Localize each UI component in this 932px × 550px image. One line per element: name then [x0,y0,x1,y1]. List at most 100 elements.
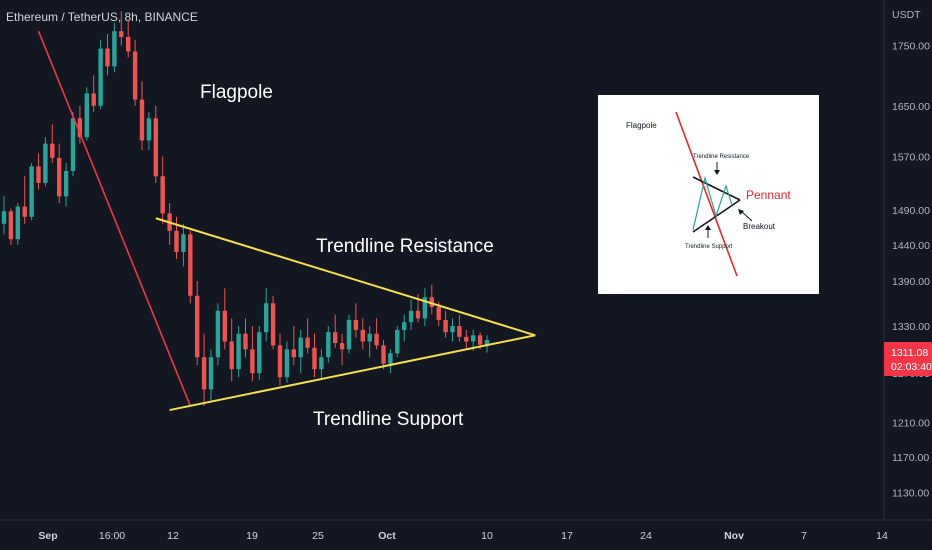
candle [298,329,303,374]
flagpole-label: Flagpole [200,82,273,103]
last-price-value: 1311.08 [891,347,928,359]
candle [146,111,152,151]
time-tick-label: 16:00 [99,530,125,542]
time-tick-label: 25 [312,530,324,542]
trendline-resistance-line[interactable] [155,217,536,337]
candle [153,105,158,183]
inset-flagpole-label: Flagpole [626,121,657,130]
price-tick-label: 1570.00 [892,152,930,164]
candle [291,326,296,366]
time-tick-label: Nov [724,530,744,542]
candle [326,326,331,363]
candle [132,39,138,106]
candle-body [326,332,331,358]
candle-body [195,295,200,358]
candle [119,11,124,46]
last-price-badge-bg [884,342,932,376]
trendline-support-line[interactable] [169,334,536,412]
candle-body [112,31,117,67]
candle [77,105,83,144]
candle [353,303,359,338]
candle [388,349,393,374]
candle [284,341,290,383]
inset-support-label: Trendline Support [685,244,733,250]
candle [484,335,490,353]
candle-body [471,335,476,342]
candle [98,39,103,109]
candle [160,156,165,224]
candle-body [188,234,193,296]
candle-body [464,336,469,342]
time-tick-label: 17 [561,530,573,542]
time-tick-label: 19 [246,530,258,542]
candle [333,314,338,348]
inset-flagpole-line [675,111,738,277]
candle-body [36,166,41,183]
candle-body [312,347,317,370]
time-axis[interactable]: Sep 16:00 12 19 25 Oct 10 17 24 Nov 7 14 [0,519,932,542]
candle [264,288,269,342]
price-axis[interactable]: USDT 1750.00 1650.00 1570.00 1490.00 1440.00… [883,0,932,520]
candle-body [243,333,248,350]
candle-body [1,211,7,224]
candle [195,280,200,366]
candle [339,333,345,366]
candle [29,163,34,221]
price-tick-label: 1650.00 [892,101,930,113]
candle [215,303,221,366]
candle [8,208,14,245]
candle-body [57,157,62,197]
drawings [37,30,536,412]
candle [15,203,20,245]
candle [402,314,407,342]
candle [250,326,255,382]
candle [105,34,110,76]
price-tick-label: 1170.00 [892,452,929,464]
candle-body [257,332,262,374]
candle [229,318,234,382]
candle [1,196,7,235]
candle-body [367,333,372,342]
candle-body [395,329,400,354]
flagpole-line[interactable] [37,30,192,407]
candle-body [181,234,186,252]
price-tick-label: 1750.00 [892,41,930,53]
candle [346,314,352,354]
candle [63,163,69,207]
candle [270,295,276,350]
candle [181,223,186,267]
candle-body [8,211,14,240]
candle-body [70,118,76,171]
candle-body [15,206,20,240]
candle [257,326,262,380]
candle-body [98,48,103,106]
time-tick-label: 14 [876,530,888,542]
candle [201,333,207,406]
price-tick-label: 1130.00 [892,488,929,500]
price-axis-bg [884,0,932,520]
price-tick-label: 1440.00 [892,240,930,252]
candle [429,284,434,315]
candle-body [360,329,365,342]
candle-body [422,297,428,319]
candle-body [139,99,145,141]
candle-body [374,333,379,346]
candle-body [339,343,345,350]
candle-body [236,333,241,370]
candle-body [63,170,69,197]
candle-body [346,319,352,350]
price-tick-label: 1330.00 [892,321,930,333]
candle-body [77,118,83,138]
candle [443,310,448,338]
candle [22,176,27,224]
candle-body [22,206,27,217]
trendline-support-label: Trendline Support [313,409,464,430]
candle [236,326,241,378]
candle-body [408,310,414,323]
candles [1,11,490,406]
candle [208,349,214,402]
inset-support-arrowhead [705,225,711,230]
candle [422,288,428,327]
candle-body [215,310,221,358]
